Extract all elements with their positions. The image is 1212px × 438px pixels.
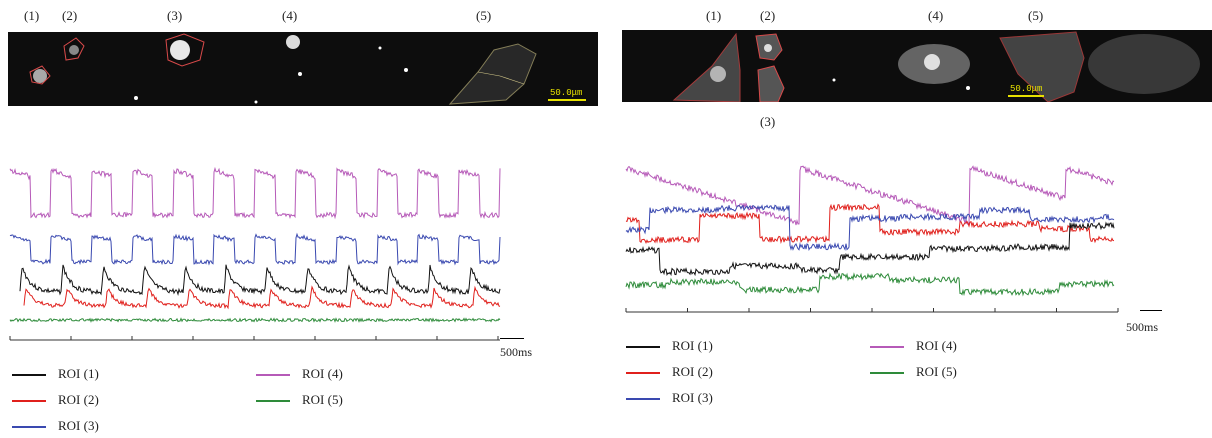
right-roi-label-4: (4) (928, 8, 944, 23)
right-cell-outlines (672, 31, 1200, 102)
trace-roi4 (9, 166, 501, 220)
left-legend-roi4: ROI (4) (256, 366, 343, 382)
right-time-scale-bar (1140, 310, 1162, 311)
legend-line-icon (626, 346, 660, 349)
right-legend-roi3: ROI (3) (626, 390, 713, 406)
left-legend-roi3: ROI (3) (12, 418, 99, 434)
trace-roi1 (19, 264, 501, 297)
trace-roi1 (625, 221, 1115, 277)
left-legend-roi2: ROI (2) (12, 392, 99, 408)
left-roi-label-5: (5) (476, 8, 492, 23)
right-roi-label-2: (2) (760, 8, 776, 23)
legend-line-icon (12, 400, 46, 403)
legend-line-icon (12, 374, 46, 377)
trace-roi5 (625, 272, 1115, 297)
right-roi-label-1: (1) (706, 8, 722, 23)
legend-line-icon (626, 372, 660, 375)
trace-roi2 (625, 203, 1115, 245)
legend-line-icon (626, 398, 660, 401)
left-roi-label-2: (2) (62, 8, 78, 23)
legend-label: ROI (3) (58, 418, 99, 433)
left-cell-outlines (29, 33, 537, 105)
legend-line-icon (870, 346, 904, 349)
left-roi-label-1: (1) (24, 8, 40, 23)
trace-roi4 (625, 165, 1115, 226)
right-time-scale-label: 500ms (1126, 320, 1159, 334)
legend-line-icon (12, 426, 46, 429)
legend-label: ROI (2) (58, 392, 99, 407)
right-scale-text: 50.0μm (1010, 84, 1043, 94)
left-legend-roi5: ROI (5) (256, 392, 343, 408)
left-scale-bar (548, 99, 586, 101)
legend-label: ROI (4) (916, 338, 957, 353)
legend-label: ROI (1) (672, 338, 713, 353)
left-roi-label-3: (3) (167, 8, 183, 23)
legend-line-icon (870, 372, 904, 375)
legend-line-icon (256, 374, 290, 377)
right-microscopy-image: 50.0μm (622, 30, 1212, 102)
right-roi-label-5: (5) (1028, 8, 1044, 23)
trace-roi3 (9, 232, 501, 266)
left-trace-chart (9, 166, 501, 341)
trace-roi5 (9, 317, 501, 323)
legend-label: ROI (5) (302, 392, 343, 407)
legend-label: ROI (3) (672, 390, 713, 405)
legend-label: ROI (4) (302, 366, 343, 381)
legend-label: ROI (2) (672, 364, 713, 379)
left-roi-label-4: (4) (282, 8, 298, 23)
left-legend-roi1: ROI (1) (12, 366, 99, 382)
left-time-scale-label: 500ms (500, 345, 533, 359)
right-legend-roi5: ROI (5) (870, 364, 957, 380)
right-roi-label-3: (3) (760, 114, 776, 129)
left-microscopy-image: 50.0μm (8, 32, 598, 106)
legend-line-icon (256, 400, 290, 403)
left-time-scale-bar (500, 338, 524, 339)
legend-label: ROI (5) (916, 364, 957, 379)
left-scale-text: 50.0μm (550, 88, 583, 98)
right-legend-roi1: ROI (1) (626, 338, 713, 354)
right-trace-chart (625, 165, 1119, 313)
right-legend-roi2: ROI (2) (626, 364, 713, 380)
legend-label: ROI (1) (58, 366, 99, 381)
right-scale-bar (1008, 95, 1044, 97)
trace-roi3 (625, 204, 1115, 252)
trace-roi2 (23, 285, 501, 310)
right-legend-roi4: ROI (4) (870, 338, 957, 354)
